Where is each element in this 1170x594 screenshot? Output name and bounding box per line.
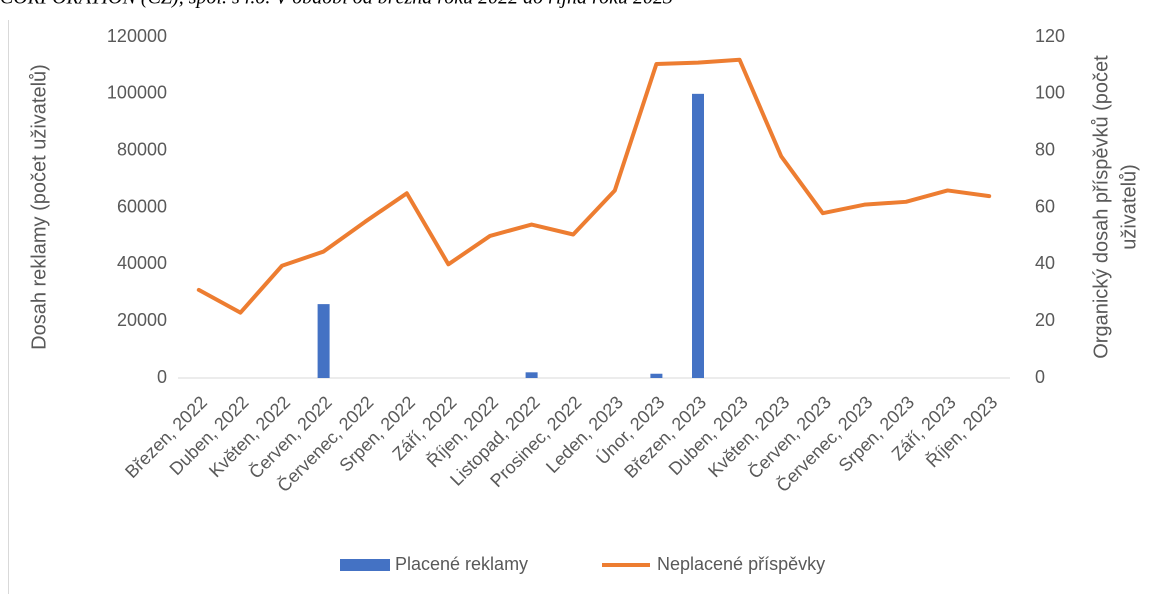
y2-axis-title: uživatelů) xyxy=(1118,164,1140,250)
bar xyxy=(692,93,704,378)
bar xyxy=(525,372,538,378)
y-tick-label: 40000 xyxy=(117,253,167,273)
legend-label: Neplacené příspěvky xyxy=(657,554,825,574)
y2-tick-label: 40 xyxy=(1035,253,1055,273)
y2-tick-label: 100 xyxy=(1035,83,1065,103)
y-tick-label: 60000 xyxy=(117,196,167,216)
legend-swatch xyxy=(340,559,390,571)
y-tick-label: 100000 xyxy=(107,83,167,103)
y-tick-label: 120000 xyxy=(107,26,167,46)
y2-tick-label: 20 xyxy=(1035,310,1055,330)
y-tick-label: 20000 xyxy=(117,310,167,330)
y2-tick-label: 120 xyxy=(1035,26,1065,46)
line xyxy=(196,57,992,315)
y-tick-label: 0 xyxy=(157,367,167,387)
y2-axis-title: Organický dosah příspěvků (počet xyxy=(1090,55,1112,359)
y-axis-title: Dosah reklamy (počet uživatelů) xyxy=(28,64,50,350)
y2-tick-label: 60 xyxy=(1035,196,1055,216)
y-tick-label: 80000 xyxy=(117,139,167,159)
y2-tick-label: 0 xyxy=(1035,367,1045,387)
legend-label: Placené reklamy xyxy=(395,554,528,574)
y2-tick-label: 80 xyxy=(1035,139,1055,159)
bar xyxy=(650,373,663,378)
bar xyxy=(317,304,330,378)
caption: CORPORATION (CZ), spol. s r.o. V období … xyxy=(0,0,673,9)
